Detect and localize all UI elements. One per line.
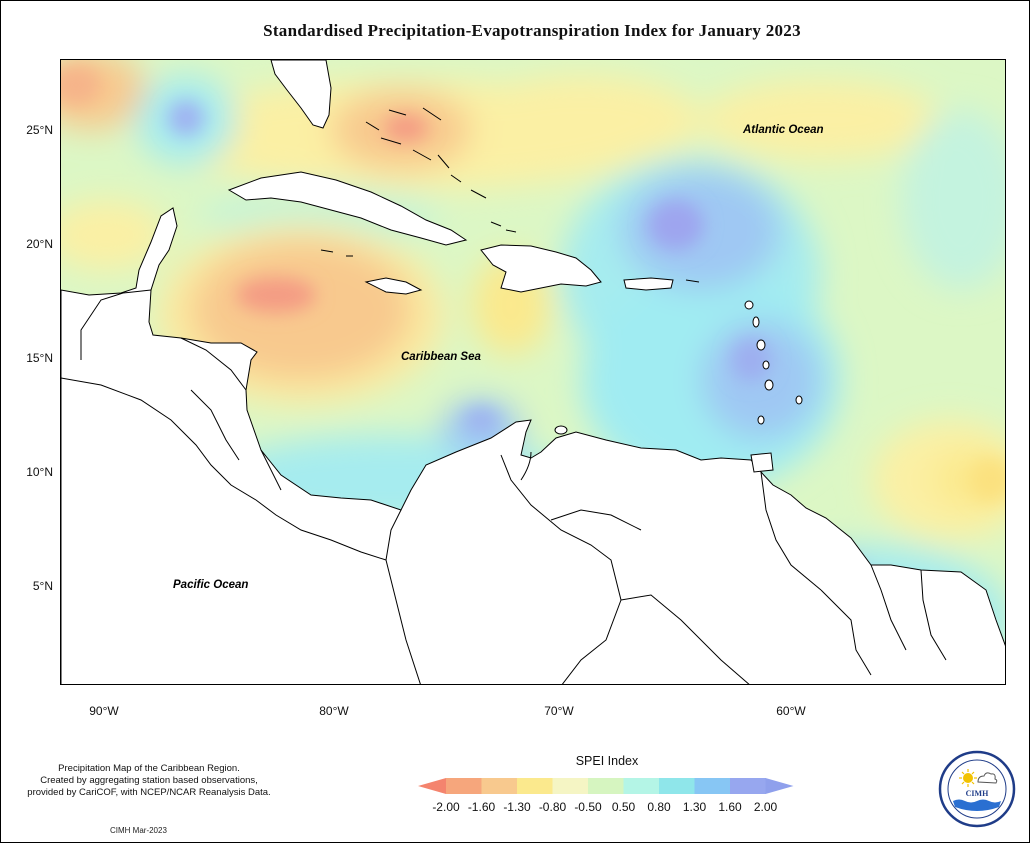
jamaica xyxy=(364,277,423,295)
map-title: Standardised Precipitation-Evapotranspir… xyxy=(263,21,801,40)
lon-label-90w: 90°W xyxy=(89,704,119,718)
lesser-antilles-3 xyxy=(756,339,766,351)
cuba xyxy=(227,171,468,246)
hispaniola xyxy=(480,244,602,293)
cimh-logo: CIMH xyxy=(938,750,1016,828)
legend-tick-label: -0.80 xyxy=(538,800,567,814)
lat-label-20n: 20°N xyxy=(26,237,53,251)
lon-label-60w: 60°W xyxy=(776,704,806,718)
small-islands xyxy=(320,107,700,481)
legend-colorbar xyxy=(418,778,794,794)
bahamas-islands xyxy=(365,107,487,199)
cimh-logo-text: CIMH xyxy=(966,789,989,798)
legend-swatch xyxy=(623,778,660,794)
lesser-antilles-2 xyxy=(752,316,760,328)
legend-swatch xyxy=(446,778,482,794)
lon-label-70w: 70°W xyxy=(544,704,574,718)
lat-label-15n: 15°N xyxy=(26,351,53,365)
legend-arrow-right xyxy=(765,778,794,794)
lesser-antilles-6 xyxy=(757,415,765,425)
legend-tick-label: 1.30 xyxy=(682,800,707,814)
lat-label-25n: 25°N xyxy=(26,123,53,137)
footer-line-1: Precipitation Map of the Caribbean Regio… xyxy=(58,763,240,774)
legend-swatch xyxy=(730,778,766,794)
map-frame xyxy=(60,59,1006,685)
lat-label-5n: 5°N xyxy=(32,579,53,593)
lesser-antilles-1 xyxy=(744,300,754,310)
lesser-antilles-5 xyxy=(764,379,774,391)
lon-label-80w: 80°W xyxy=(319,704,349,718)
barbados xyxy=(795,395,803,405)
virgin-islands xyxy=(685,279,700,283)
footer-line-3: provided by CariCOF, with NCEP/NCAR Rean… xyxy=(27,787,271,798)
waves-icon xyxy=(953,799,1001,811)
legend-tick-label: -0.50 xyxy=(574,800,602,814)
land-masses xyxy=(61,60,1005,684)
curacao xyxy=(554,425,568,435)
legend-swatch xyxy=(517,778,553,794)
islands xyxy=(227,171,803,473)
atlantic-ocean-label: Atlantic Ocean xyxy=(743,124,824,136)
pacific-ocean-label: Pacific Ocean xyxy=(173,579,249,591)
legend-swatch xyxy=(481,778,518,794)
central-south-america xyxy=(61,207,1005,684)
puerto-rico xyxy=(623,277,674,291)
lesser-antilles-4 xyxy=(762,360,770,370)
lake-maracaibo xyxy=(520,451,532,481)
legend-tick-label: -1.30 xyxy=(503,800,531,814)
legend-tick-label: 2.00 xyxy=(753,800,778,814)
legend-tick-label: 0.80 xyxy=(647,800,671,814)
legend-arrow-left xyxy=(418,778,446,794)
florida-peninsula xyxy=(270,60,332,129)
legend-tick-label: -1.60 xyxy=(467,800,496,814)
footer-note: Precipitation Map of the Caribbean Regio… xyxy=(9,763,289,799)
legend-swatch xyxy=(659,778,695,794)
legend-swatch xyxy=(588,778,624,794)
country-borders xyxy=(61,289,947,684)
turks-caicos xyxy=(490,221,517,233)
legend-swatch xyxy=(694,778,731,794)
spei-map xyxy=(61,60,1005,684)
legend-tick-label: 1.60 xyxy=(718,800,742,814)
legend-title: SPEI Index xyxy=(575,754,639,768)
lat-label-10n: 10°N xyxy=(26,465,53,479)
footer-line-2: Created by aggregating station based obs… xyxy=(40,775,258,786)
legend-tick-label: -2.00 xyxy=(432,800,460,814)
legend-swatch xyxy=(552,778,589,794)
legend-tick-label: 0.50 xyxy=(611,800,636,814)
credit-text: CIMH Mar-2023 xyxy=(110,826,167,835)
cayman-islands xyxy=(320,249,353,257)
sun-icon xyxy=(959,769,977,787)
caribbean-sea-label: Caribbean Sea xyxy=(401,351,481,363)
trinidad xyxy=(750,452,774,473)
cloud-icon xyxy=(977,772,998,784)
